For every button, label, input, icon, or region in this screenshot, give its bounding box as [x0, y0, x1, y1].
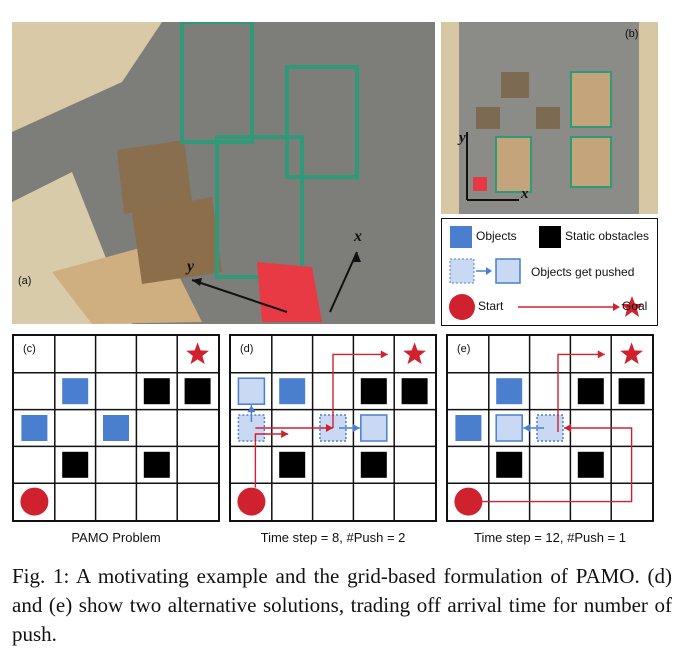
obstacle-block [618, 378, 645, 405]
legend-push-icon [449, 258, 521, 284]
goal-star-icon [621, 296, 643, 317]
path-arrow [557, 353, 605, 432]
grid-e [448, 336, 652, 520]
path-arrow [254, 433, 289, 488]
legend: Objects Static obstacles Objects get pus… [441, 218, 658, 326]
path-arrow [482, 427, 633, 503]
figure-caption: Fig. 1: A motivating example and the gri… [12, 564, 672, 646]
path-arrow-head [564, 424, 571, 432]
goal-star-icon [403, 342, 426, 365]
panel-e-caption: Time step = 12, #Push = 1 [474, 530, 626, 545]
legend-goal-arrow [518, 296, 643, 317]
object-block [103, 415, 129, 441]
path-arrow [332, 353, 388, 428]
obstacle-block [279, 451, 306, 478]
axis-x-label-b: x [521, 186, 529, 202]
panel-c-label: (c) [23, 343, 36, 355]
legend-start: Start [478, 299, 504, 313]
object-block [62, 378, 89, 405]
obstacle-block [360, 451, 387, 478]
grid-panel-d: (d) [229, 334, 437, 522]
legend-start-icon [449, 294, 475, 320]
warehouse-scene-b [441, 22, 658, 214]
push-arrow-head [247, 405, 256, 413]
start-marker [454, 487, 483, 516]
pushed-object-final [360, 414, 388, 442]
legend-obstacle-swatch [539, 226, 561, 248]
obstacle-block [184, 378, 211, 405]
axis-y-label-a: y [187, 258, 195, 275]
legend-static-obstacles: Static obstacles [565, 229, 650, 243]
panel-c-caption: PAMO Problem [71, 530, 161, 545]
panel-a-label: (a) [18, 275, 32, 287]
warehouse-photo-b: (b) y x [441, 22, 658, 214]
goal-star-icon [620, 342, 643, 365]
warehouse-scene-a [12, 22, 435, 324]
obstacle-block [577, 451, 604, 478]
object-block [279, 378, 306, 405]
panel-b-label: (b) [625, 28, 639, 40]
obstacle-block [496, 451, 523, 478]
legend-goal: Goal [622, 299, 648, 313]
grid-panel-c: (c) [12, 334, 220, 522]
start-marker [20, 487, 49, 516]
obstacle-block [143, 378, 170, 405]
grid-panel-e: (e) [446, 334, 654, 522]
path-arrow-head [326, 424, 333, 432]
path-arrow-head [597, 350, 605, 359]
grid-d [231, 336, 435, 520]
push-arrow-head [523, 424, 531, 432]
axis-x-label-a: x [354, 228, 362, 245]
warehouse-photo-a: (a) y x [12, 22, 435, 324]
pushed-object-final [495, 414, 523, 442]
grid-c [14, 336, 218, 520]
object-block [455, 415, 482, 441]
obstacle-block [401, 378, 428, 405]
path-arrow-head [380, 350, 388, 359]
obstacle-block [143, 451, 170, 478]
axis-y-label-b: y [459, 130, 466, 146]
panel-d-caption: Time step = 8, #Push = 2 [260, 530, 406, 545]
path-arrow-head [281, 430, 289, 438]
object-block [21, 415, 48, 441]
legend-objects: Objects [476, 229, 517, 243]
start-marker [237, 487, 266, 516]
obstacle-block [62, 451, 89, 478]
obstacle-block [577, 378, 604, 405]
push-arrow-head [352, 424, 360, 432]
panel-d-label: (d) [240, 343, 254, 355]
legend-object-swatch [450, 226, 472, 248]
obstacle-block [360, 378, 387, 405]
object-block [496, 378, 523, 405]
panel-e-label: (e) [457, 343, 471, 355]
pushed-object-final [237, 377, 266, 405]
legend-objects-pushed: Objects get pushed [531, 265, 635, 279]
goal-star-icon [186, 342, 209, 365]
